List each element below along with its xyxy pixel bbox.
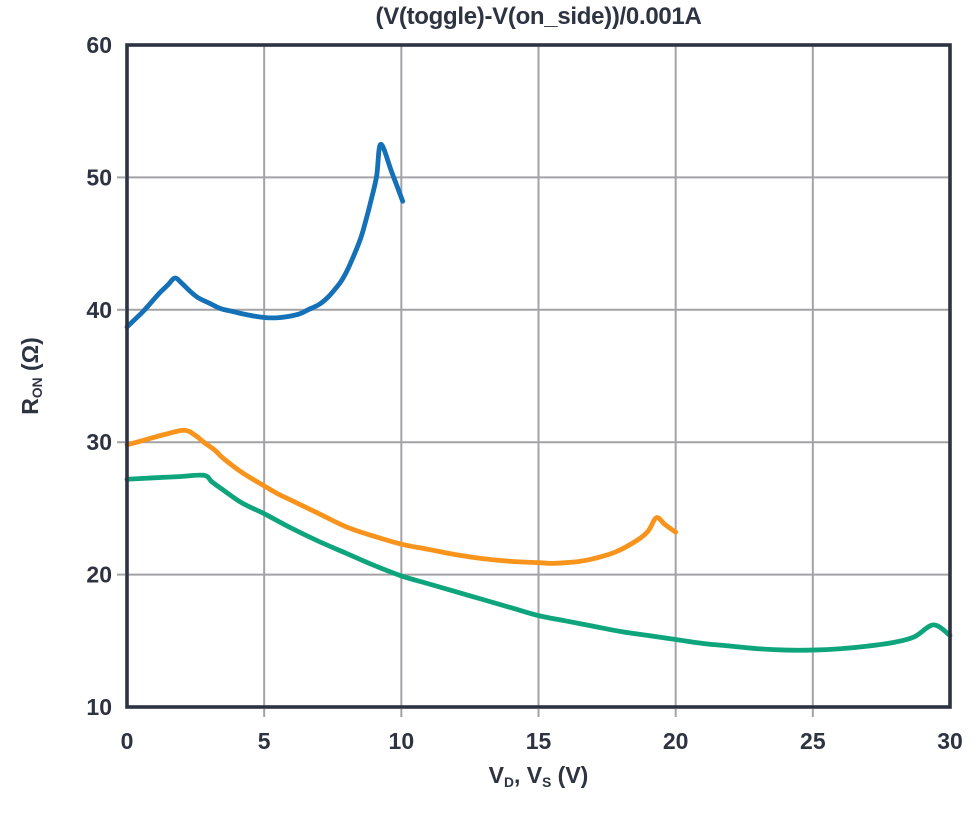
y-tick-label-50: 50 — [86, 164, 112, 190]
blue-curve — [124, 141, 406, 330]
x-tick-label-10: 10 — [389, 728, 415, 754]
x-axis-label-text: VD, VS (V) — [488, 762, 589, 790]
y-tick-label-10: 10 — [86, 694, 112, 720]
y-tick-label-40: 40 — [86, 297, 112, 323]
x-tick-label-15: 15 — [526, 728, 552, 754]
green-curve — [124, 472, 953, 653]
x-tick-label-0: 0 — [121, 728, 134, 754]
x-tick-label-5: 5 — [258, 728, 271, 754]
chart-title: (V(toggle)-V(on_side))/0.001A — [375, 3, 702, 30]
x-tick-label-20: 20 — [663, 728, 689, 754]
plot-border — [125, 43, 952, 709]
x-tick-label-30: 30 — [937, 728, 963, 754]
x-tick-label-25: 25 — [800, 728, 826, 754]
x-axis-label: VD, VS (V) — [127, 762, 950, 790]
y-tick-label-60: 60 — [86, 32, 112, 58]
orange-curve — [124, 427, 679, 566]
y-tick-label-20: 20 — [86, 562, 112, 588]
y-tick-label-30: 30 — [86, 429, 112, 455]
